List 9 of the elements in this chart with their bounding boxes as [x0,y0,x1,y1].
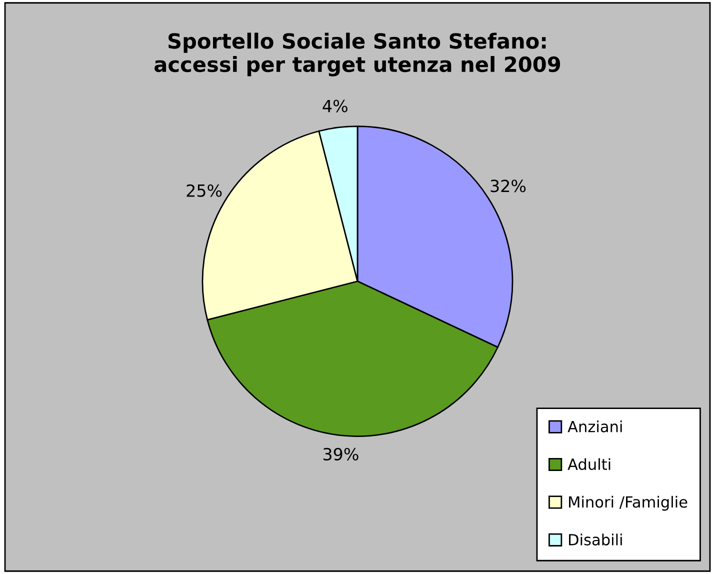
chart-title: Sportello Sociale Santo Stefano: accessi per target utenza nel 2009 [154,32,560,76]
legend-label: Anziani [568,420,622,432]
legend-label: Disabili [569,534,622,546]
data-label: 25% [186,184,222,197]
data-label: 4% [322,100,348,112]
legend-label: Adulti [568,458,610,470]
legend-label: Minori /Famiglie [569,496,688,511]
data-label: 39% [323,448,358,460]
data-label: 32% [490,180,526,192]
